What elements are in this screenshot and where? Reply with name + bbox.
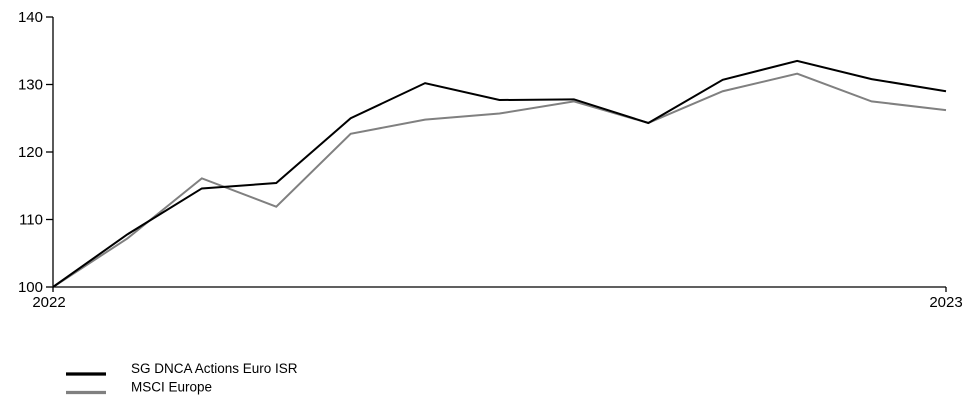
y-axis-ticks: 100 110 120 130 140	[18, 9, 53, 296]
x-tick-label: 2023	[929, 294, 962, 311]
series-lines	[52, 59, 947, 288]
y-tick-label: 100	[18, 279, 43, 296]
y-tick-label: 120	[18, 144, 43, 161]
series-line-1	[52, 59, 947, 288]
legend: SG DNCA Actions Euro ISR MSCI Europe	[66, 361, 298, 395]
series-line-2	[52, 72, 947, 288]
x-axis-ticks: 2022 2023	[32, 287, 963, 311]
y-tick-label: 110	[19, 212, 43, 229]
legend-label: MSCI Europe	[131, 380, 212, 395]
legend-label: SG DNCA Actions Euro ISR	[131, 361, 298, 376]
x-tick-label: 2022	[32, 294, 65, 311]
axes: 100 110 120 130 140 2022 2023	[18, 9, 963, 311]
y-tick-label: 130	[18, 77, 43, 94]
y-tick-label: 140	[18, 9, 43, 26]
